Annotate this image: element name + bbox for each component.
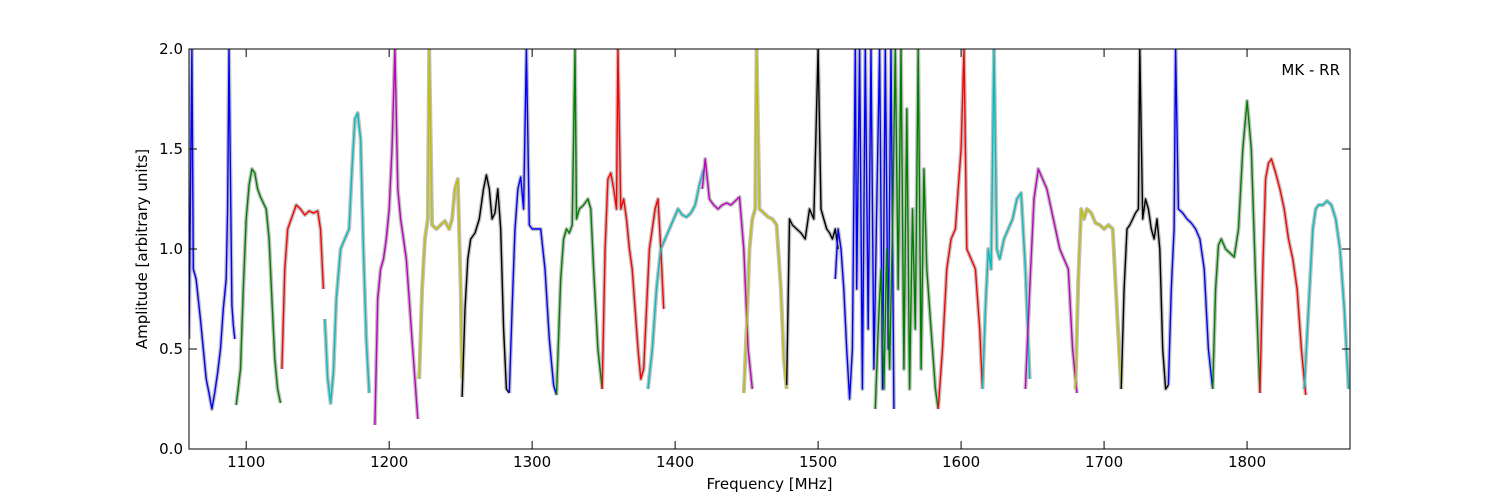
background-trace-8 (554, 49, 605, 396)
series-line-1 (235, 168, 282, 406)
y-tick-label: 2.0 (159, 40, 183, 58)
x-tick-label: 1500 (799, 453, 837, 471)
background-trace-19 (1073, 207, 1124, 390)
series-line-14 (834, 49, 895, 410)
series-line-4 (374, 49, 419, 426)
y-tick-label: 1.0 (159, 240, 183, 258)
series-line-24 (1303, 200, 1350, 390)
series-line-8 (555, 49, 603, 396)
series-line-5 (418, 49, 463, 380)
background-trace-5 (417, 49, 465, 380)
x-tick-label: 1800 (1228, 453, 1266, 471)
series-line-15 (874, 49, 939, 410)
ticks-layer: 1100 1200 1300 1400 1500 1600 1700 1800 0.0 0.5 1.… (159, 40, 1350, 471)
series-line-12 (743, 49, 788, 394)
series-line-10 (647, 168, 705, 390)
y-axis-label: Amplitude [arbitrary units] (133, 149, 151, 349)
y-tick-label: 0.0 (159, 440, 183, 458)
series-line-21 (1167, 49, 1214, 390)
series-line-20 (1120, 49, 1169, 390)
y-tick-label: 0.5 (159, 340, 183, 358)
series-line-11 (701, 158, 753, 390)
series-line-0 (189, 49, 236, 410)
background-trace-3 (322, 111, 372, 405)
x-tick-label: 1400 (656, 453, 694, 471)
x-tick-label: 1200 (370, 453, 408, 471)
series-line-7 (508, 49, 558, 396)
series-line-6 (461, 174, 510, 398)
annotation-label: MK - RR (1281, 61, 1340, 79)
background-trace-23 (1257, 157, 1308, 396)
series-line-13 (786, 49, 839, 386)
background-trace-16 (936, 49, 985, 410)
x-tick-label: 1600 (942, 453, 980, 471)
series-line-2 (281, 204, 325, 370)
x-tick-label: 1300 (513, 453, 551, 471)
background-trace-20 (1119, 49, 1171, 391)
series-line-9 (601, 49, 665, 390)
x-axis-label: Frequency [MHz] (706, 475, 832, 493)
series-line-17 (981, 49, 1031, 390)
series-line-23 (1259, 158, 1307, 396)
series-line-3 (324, 112, 370, 404)
x-tick-label: 1700 (1085, 453, 1123, 471)
series-line-18 (1024, 168, 1078, 394)
series-layer (189, 49, 1350, 426)
series-line-19 (1074, 208, 1122, 390)
series-line-16 (937, 49, 984, 410)
x-tick-label: 1100 (227, 453, 265, 471)
background-trace-24 (1302, 199, 1350, 390)
background-trace-12 (741, 49, 789, 394)
y-tick-label: 1.5 (159, 140, 183, 158)
series-line-22 (1212, 100, 1261, 394)
